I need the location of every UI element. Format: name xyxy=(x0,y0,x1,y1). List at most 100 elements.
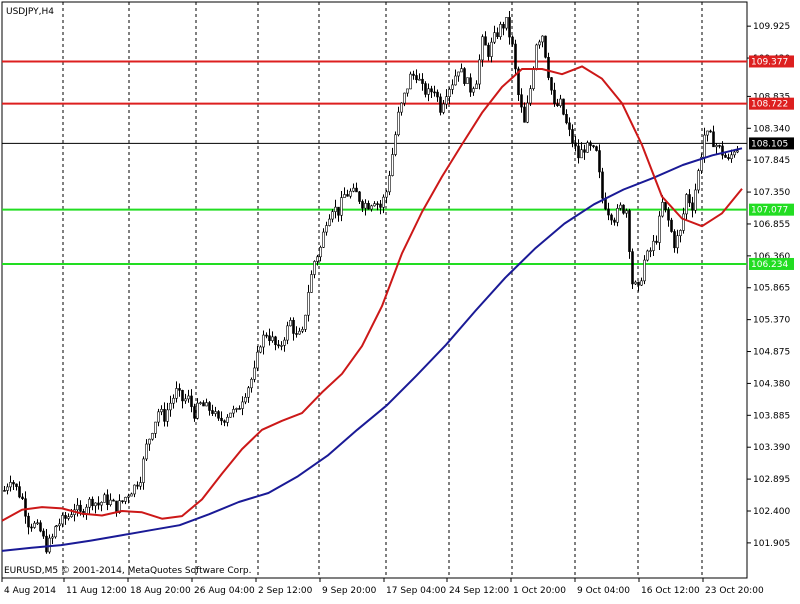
candle-body xyxy=(76,504,79,511)
price-tick-label: 107.845 xyxy=(753,156,790,166)
price-tick-label: 105.865 xyxy=(753,284,790,294)
candle-body xyxy=(469,77,472,93)
price-tick-label: 108.340 xyxy=(753,124,790,134)
candle-body xyxy=(9,482,12,488)
candle-body xyxy=(628,210,631,252)
candle-body xyxy=(196,402,199,419)
candle-body xyxy=(130,493,133,497)
candle-body xyxy=(562,98,565,115)
candle-body xyxy=(571,129,574,144)
time-tick-label: 11 Aug 12:00 xyxy=(66,586,127,596)
candle-body xyxy=(208,402,211,411)
candle-body xyxy=(42,530,45,537)
ma-slow-line xyxy=(1,147,743,552)
candle-body xyxy=(445,96,448,105)
candle-body xyxy=(307,292,310,316)
candle-body xyxy=(733,151,736,156)
candle-body xyxy=(3,490,6,492)
candle-body xyxy=(271,336,274,341)
candle-body xyxy=(649,250,652,252)
candle-body xyxy=(331,211,334,220)
candle-body xyxy=(397,111,400,136)
candle-body xyxy=(103,494,106,503)
time-tick-label: 9 Sep 20:00 xyxy=(322,586,377,596)
candle-body xyxy=(274,336,277,346)
price-tick-label: 103.885 xyxy=(753,411,790,421)
candle-body xyxy=(706,130,709,136)
time-tick-label: 4 Aug 2014 xyxy=(4,586,56,596)
candle-body xyxy=(256,351,259,369)
candle-body xyxy=(691,202,694,211)
time-tick-label: 23 Oct 20:00 xyxy=(705,586,764,596)
candle-body xyxy=(565,114,568,124)
candle-body xyxy=(145,443,148,460)
level-price-box xyxy=(749,257,794,270)
candle-body xyxy=(235,408,238,410)
time-tick-label: 24 Sep 12:00 xyxy=(449,586,509,596)
candle-body xyxy=(478,59,481,85)
candle-body xyxy=(436,91,439,98)
candle-body xyxy=(79,504,82,512)
candle-body xyxy=(214,411,217,414)
candle-body xyxy=(370,205,373,210)
candle-body xyxy=(178,388,181,391)
candle-body xyxy=(202,402,205,407)
candle-body xyxy=(640,280,643,286)
candle-body xyxy=(349,190,352,197)
candle-body xyxy=(55,525,58,528)
candle-body xyxy=(217,411,220,419)
candle-body xyxy=(48,537,51,553)
candle-body xyxy=(112,499,115,502)
candle-body xyxy=(15,483,18,487)
candle-body xyxy=(424,83,427,95)
candle-body xyxy=(355,187,358,193)
candle-body xyxy=(538,41,541,46)
candle-body xyxy=(496,32,499,37)
candle-body xyxy=(481,36,484,61)
candle-body xyxy=(487,44,490,57)
candle-body xyxy=(133,484,136,495)
candle-body xyxy=(637,281,640,286)
candle-body xyxy=(220,417,223,422)
price-tick-label: 103.390 xyxy=(753,443,790,453)
candle-body xyxy=(244,396,247,403)
candle-body xyxy=(418,78,421,81)
candle-body xyxy=(715,145,718,148)
candle-body xyxy=(319,247,322,258)
candle-body xyxy=(583,149,586,153)
candle-body xyxy=(361,201,364,209)
candle-body xyxy=(343,194,346,198)
price-tick-label: 108.835 xyxy=(753,92,790,102)
candle-body xyxy=(484,36,487,46)
candle-body xyxy=(658,215,661,243)
candle-body xyxy=(718,145,721,147)
candle-body xyxy=(289,319,292,327)
candle-body xyxy=(27,515,30,528)
candle-body xyxy=(730,154,733,159)
time-tick-label: 1 Oct 20:00 xyxy=(513,586,566,596)
candle-body xyxy=(655,240,658,243)
candle-body xyxy=(559,98,562,107)
candle-body xyxy=(547,56,550,78)
candle-body xyxy=(139,482,142,487)
candle-body xyxy=(30,526,33,529)
candle-body xyxy=(454,75,457,86)
candle-body xyxy=(346,194,349,197)
candle-body xyxy=(619,204,622,209)
candle-body xyxy=(688,194,691,204)
price-tick-label: 106.360 xyxy=(753,252,790,262)
candle-body xyxy=(643,259,646,282)
candle-body xyxy=(532,68,535,89)
candle-body xyxy=(382,196,385,208)
level-price-label: 107.077 xyxy=(751,206,788,216)
candle-body xyxy=(39,522,42,532)
candle-body xyxy=(430,88,433,93)
candle-body xyxy=(364,202,367,209)
candle-body xyxy=(613,219,616,223)
candle-body xyxy=(88,498,91,508)
candle-body xyxy=(97,502,100,506)
candle-body xyxy=(685,194,688,215)
candle-body xyxy=(517,68,520,96)
candle-body xyxy=(322,231,325,248)
